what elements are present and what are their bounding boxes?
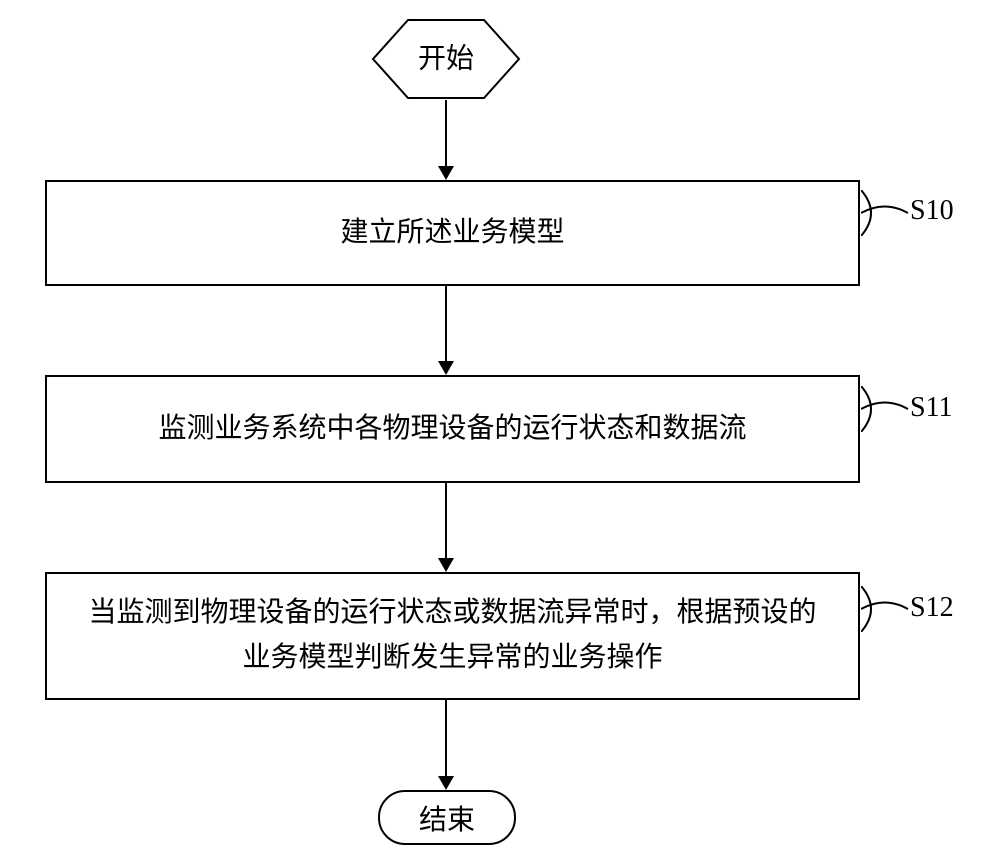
label-curve-s12 (861, 586, 909, 632)
flowchart-canvas: 开始 建立所述业务模型 监测业务系统中各物理设备的运行状态和数据流 当监测到物理… (0, 0, 1000, 861)
start-node: 开始 (371, 18, 521, 100)
edge-s11-s12 (445, 483, 447, 558)
step-s12-text: 当监测到物理设备的运行状态或数据流异常时，根据预设的业务模型判断发生异常的业务操… (77, 591, 828, 681)
step-s10-node: 建立所述业务模型 (45, 180, 860, 286)
start-label: 开始 (418, 43, 474, 75)
edge-start-s10 (445, 100, 447, 166)
edge-s12-end-head (438, 776, 454, 790)
step-label-s11: S11 (910, 392, 953, 424)
end-label: 结束 (419, 798, 475, 838)
edge-s10-s11 (445, 286, 447, 361)
step-s11-text: 监测业务系统中各物理设备的运行状态和数据流 (158, 407, 746, 452)
label-curve-s11 (861, 386, 909, 432)
edge-s11-s12-head (438, 558, 454, 572)
label-curve-s10 (861, 190, 909, 236)
edge-start-s10-head (438, 166, 454, 180)
edge-s12-end (445, 700, 447, 776)
end-node: 结束 (378, 790, 516, 845)
step-label-s10: S10 (910, 195, 954, 227)
step-s11-node: 监测业务系统中各物理设备的运行状态和数据流 (45, 375, 860, 483)
step-label-s12: S12 (910, 592, 954, 624)
edge-s10-s11-head (438, 361, 454, 375)
step-s10-text: 建立所述业务模型 (340, 211, 564, 256)
step-s12-node: 当监测到物理设备的运行状态或数据流异常时，根据预设的业务模型判断发生异常的业务操… (45, 572, 860, 700)
